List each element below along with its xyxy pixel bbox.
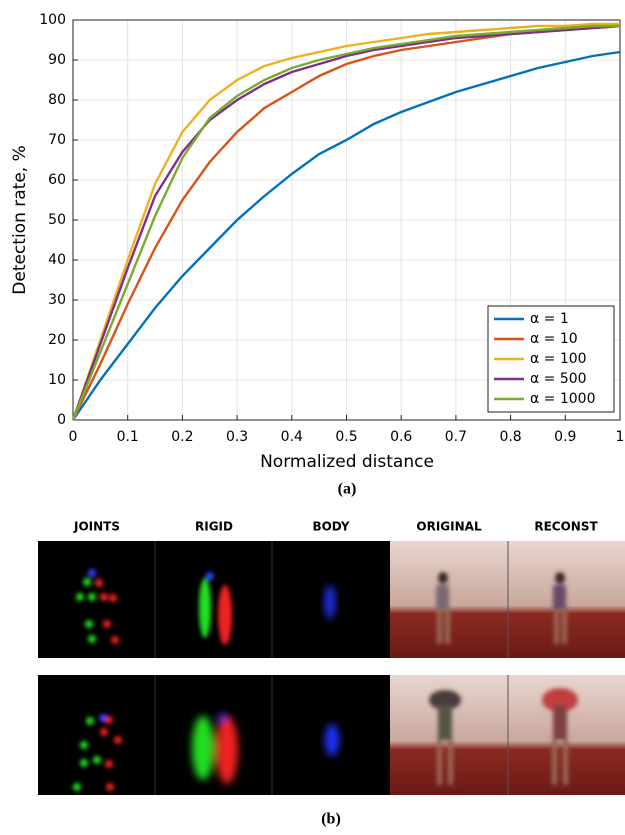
x-tick-label: 1 [616, 429, 625, 445]
joints-image [76, 569, 119, 644]
y-tick-label: 90 [48, 52, 66, 68]
legend-label: α = 500 [530, 371, 587, 387]
y-tick-label: 100 [39, 12, 66, 28]
y-tick-label: 50 [48, 212, 66, 228]
legend: α = 1 α = 10 α = 100 α = 500 α = 1000 [487, 305, 615, 413]
person [429, 688, 578, 785]
legend-label: α = 100 [530, 351, 587, 367]
y-tick-label: 10 [48, 372, 66, 388]
body-image [325, 585, 335, 619]
body-image [325, 724, 339, 756]
legend-label: α = 10 [530, 331, 578, 347]
x-tick-label: 0.9 [554, 429, 576, 445]
rigid-image [199, 572, 232, 645]
image-row [38, 675, 625, 795]
y-axis-label: Detection rate, % [10, 145, 30, 294]
legend-label: α = 1 [530, 311, 569, 327]
x-axis-label: Normalized distance [260, 452, 434, 472]
panel-header: BODY [312, 520, 349, 534]
legend-label: α = 1000 [530, 391, 596, 407]
caption: (a) [338, 481, 357, 498]
series-line [71, 24, 620, 421]
x-tick-label: 0.4 [281, 429, 303, 445]
y-tick-label: 0 [57, 412, 66, 428]
x-tick-label: 0.1 [117, 429, 139, 445]
y-tick-label: 40 [48, 252, 66, 268]
person [436, 572, 567, 644]
panel-header: JOINTS [73, 520, 120, 534]
series-line [71, 22, 620, 421]
y-tick-label: 70 [48, 132, 66, 148]
rigid-image [192, 714, 238, 784]
series-line [71, 24, 621, 421]
x-tick-label: 0.6 [390, 429, 412, 445]
x-tick-label: 0.5 [335, 429, 357, 445]
y-tick-label: 20 [48, 332, 66, 348]
joints-image [73, 714, 122, 791]
panel-header: RECONST [534, 520, 598, 534]
x-tick-label: 0.7 [445, 429, 467, 445]
y-tick-label: 30 [48, 292, 66, 308]
panel-headers: JOINTS RIGID BODY ORIGINAL RECONST [73, 520, 598, 534]
x-tick-label: 0.2 [171, 429, 193, 445]
panel-header: ORIGINAL [416, 520, 482, 534]
plot-frame [72, 19, 621, 421]
panel-header: RIGID [195, 520, 233, 534]
y-tick-label: 80 [48, 92, 66, 108]
x-tick-label: 0.3 [226, 429, 248, 445]
image-row [38, 541, 625, 658]
series-line [72, 50, 621, 421]
x-tick-label: 0 [69, 429, 78, 445]
caption: (b) [321, 811, 341, 828]
y-tick-label: 60 [48, 172, 66, 188]
x-tick-label: 0.8 [499, 429, 521, 445]
